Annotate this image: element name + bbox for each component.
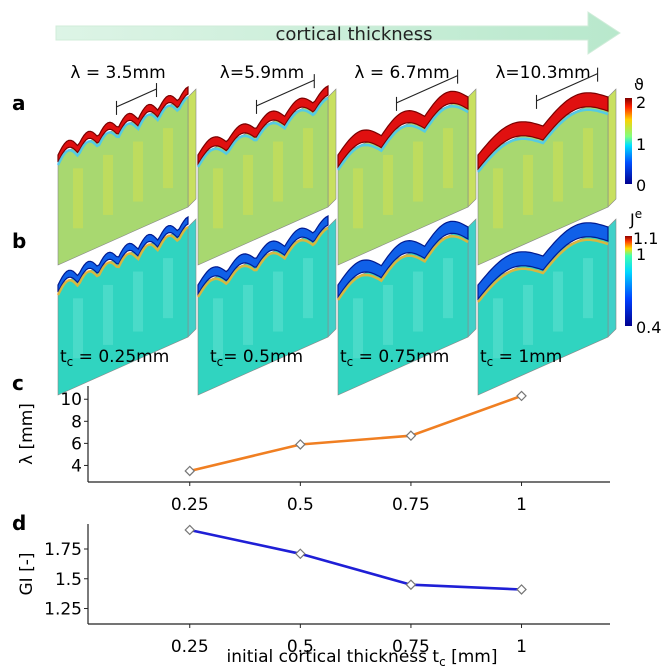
slab-a-2 — [196, 74, 337, 266]
chart-d-x-tick-label-1: 0.5 — [287, 637, 314, 657]
chart-c-y-tick-label-1: 6 — [71, 434, 82, 454]
slab-a-1 — [56, 83, 197, 266]
chart-d-y-tick-label-2: 1.75 — [44, 540, 82, 560]
slab-b-1 — [56, 215, 197, 396]
wavelength-label-3: λ = 6.7mm — [354, 63, 449, 83]
chart-d-y-tick-label-1: 1.5 — [55, 570, 82, 590]
banner-arrow — [55, 11, 621, 55]
simulation-row-b — [56, 214, 617, 396]
thickness-label-4: tc = 1mm — [480, 347, 562, 369]
panel-d-label: d — [12, 511, 26, 535]
colorbar-je-tick-1: 1 — [636, 245, 646, 264]
colorbar-theta-tick-0: 0 — [636, 176, 646, 195]
chart-d-y-tick-label-0: 1.25 — [44, 600, 82, 620]
colorbar-je-tick-0-4: 0.4 — [636, 318, 661, 337]
chart-gyrification-index: 1.25 1.5 1.75 0.25 0.5 0.75 1 GI [-] — [17, 524, 610, 657]
chart-d-point-2 — [405, 579, 417, 591]
wavelength-label-1: λ = 3.5mm — [70, 63, 165, 83]
chart-c-x-tick-label-0: 0.25 — [171, 495, 209, 515]
thickness-label-2: tc= 0.5mm — [210, 347, 303, 369]
chart-d-y-label: GI [-] — [17, 553, 37, 596]
thickness-label-3: tc = 0.75mm — [340, 347, 449, 369]
chart-c-x-tick-label-1: 0.5 — [287, 495, 314, 515]
x-axis-label: initial cortical thickness tc [mm] — [227, 647, 498, 667]
chart-d-point-3 — [516, 584, 527, 595]
chart-c-y-label: λ [mm] — [17, 403, 37, 465]
colorbar-theta-tick-2: 2 — [636, 93, 646, 112]
colorbar-je-symbol: Je — [629, 207, 642, 229]
chart-c-series-line — [189, 394, 522, 473]
chart-c-point-0 — [184, 465, 196, 477]
slab-b-4 — [477, 218, 617, 396]
chart-c-point-1 — [294, 439, 306, 450]
colorbar-je — [625, 236, 632, 326]
simulation-row-a — [56, 67, 617, 266]
panel-c-label: c — [12, 371, 24, 395]
chart-c-y-tick-label-3: 10 — [60, 390, 82, 410]
chart-d-point-0 — [184, 524, 196, 536]
chart-d-x-tick-label-0: 0.25 — [171, 637, 209, 657]
chart-c-y-tick-label-2: 8 — [71, 412, 82, 432]
wavelength-label-4: λ=10.3mm — [495, 63, 590, 83]
slab-b-2 — [196, 214, 337, 396]
colorbar-theta — [625, 98, 632, 184]
chart-c-point-2 — [405, 430, 417, 442]
thickness-label-1: tc = 0.25mm — [60, 347, 169, 369]
chart-d-x-tick-label-3: 1 — [516, 637, 527, 657]
chart-c-x-tick-label-3: 1 — [516, 495, 527, 515]
colorbar-je-tick-1-1: 1.1 — [633, 229, 658, 248]
colorbar-theta-tick-1: 1 — [636, 135, 646, 154]
wavelength-label-2: λ=5.9mm — [220, 63, 304, 83]
chart-c-point-3 — [516, 390, 527, 402]
panel-b-label: b — [12, 229, 26, 253]
colorbar-theta-symbol: ϑ — [634, 75, 644, 94]
chart-c-x-tick-label-2: 0.75 — [392, 495, 430, 515]
chart-d-point-1 — [294, 548, 306, 560]
banner-text: cortical thickness — [275, 24, 432, 45]
chart-d-x-tick-label-2: 0.75 — [392, 637, 430, 657]
slab-b-3 — [336, 218, 477, 396]
panel-a-label: a — [12, 91, 26, 115]
chart-c-y-tick-label-0: 4 — [71, 456, 82, 476]
slab-a-4 — [477, 67, 617, 266]
chart-d-series-line — [189, 528, 522, 591]
slab-a-3 — [336, 69, 477, 266]
